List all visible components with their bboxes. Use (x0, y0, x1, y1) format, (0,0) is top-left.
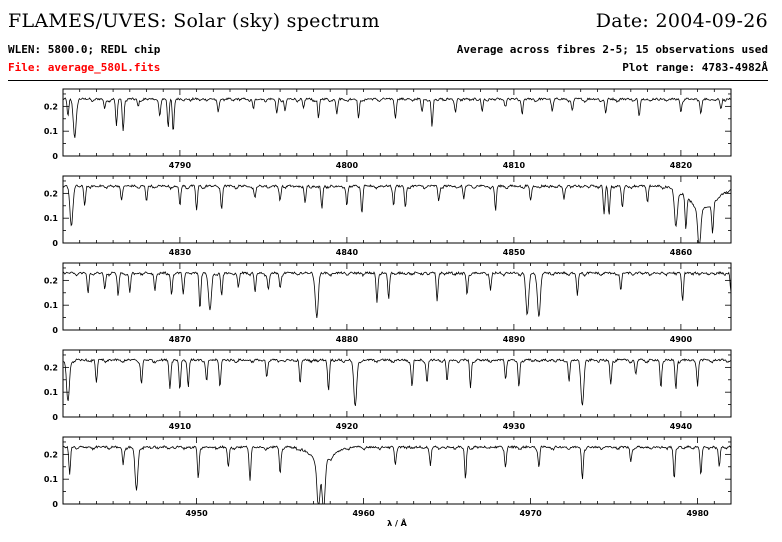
x-tick-label: 4950 (185, 509, 208, 518)
y-tick-label: 0 (52, 326, 58, 335)
x-tick-label: 4810 (503, 161, 526, 170)
x-tick-label: 4940 (670, 422, 693, 431)
x-tick-label: 4870 (169, 335, 192, 344)
x-tick-label: 4900 (670, 335, 693, 344)
average-info: Average across fibres 2-5; 15 observatio… (456, 43, 768, 56)
y-tick-label: 0 (52, 152, 58, 161)
x-tick-label: 4920 (336, 422, 359, 431)
file-name: File: average_580L.fits (8, 61, 161, 74)
y-tick-label: 0.2 (44, 363, 58, 372)
x-tick-label: 4790 (169, 161, 192, 170)
y-tick-label: 0 (52, 500, 58, 509)
y-tick-label: 0.1 (44, 475, 59, 484)
y-tick-label: 0.1 (44, 301, 59, 310)
spectrum-line-5 (62, 444, 732, 505)
x-tick-label: 4830 (169, 248, 192, 257)
x-axis-label: λ / Å (387, 518, 408, 528)
date-label: Date: 2004-09-26 (595, 10, 768, 32)
spectrum-line-2 (62, 184, 732, 244)
spectrum-line-4 (62, 358, 732, 407)
y-tick-label: 0.2 (44, 102, 58, 111)
plot-range: Plot range: 4783-4982Å (622, 61, 768, 74)
y-tick-label: 0.1 (44, 127, 59, 136)
y-tick-label: 0.2 (44, 276, 58, 285)
spectrum-line-3 (62, 270, 732, 319)
y-tick-label: 0.1 (44, 214, 59, 223)
x-tick-label: 4880 (336, 335, 359, 344)
y-tick-label: 0 (52, 413, 58, 422)
y-tick-label: 0 (52, 239, 58, 248)
x-tick-label: 4800 (336, 161, 359, 170)
y-tick-label: 0.2 (44, 189, 58, 198)
page-title: FLAMES/UVES: Solar (sky) spectrum (8, 10, 380, 32)
x-tick-label: 4820 (670, 161, 693, 170)
x-tick-label: 4850 (503, 248, 526, 257)
x-tick-label: 4840 (336, 248, 359, 257)
x-tick-label: 4970 (519, 509, 542, 518)
wlen-info: WLEN: 5800.0; REDL chip (8, 43, 161, 56)
x-tick-label: 4960 (352, 509, 375, 518)
x-tick-label: 4860 (670, 248, 693, 257)
spectrum-line-1 (62, 96, 732, 138)
y-tick-label: 0.1 (44, 388, 59, 397)
header-divider (8, 80, 768, 81)
x-tick-label: 4980 (686, 509, 709, 518)
x-tick-label: 4930 (503, 422, 526, 431)
x-tick-label: 4890 (503, 335, 526, 344)
y-tick-label: 0.2 (44, 450, 58, 459)
x-tick-label: 4910 (169, 422, 192, 431)
